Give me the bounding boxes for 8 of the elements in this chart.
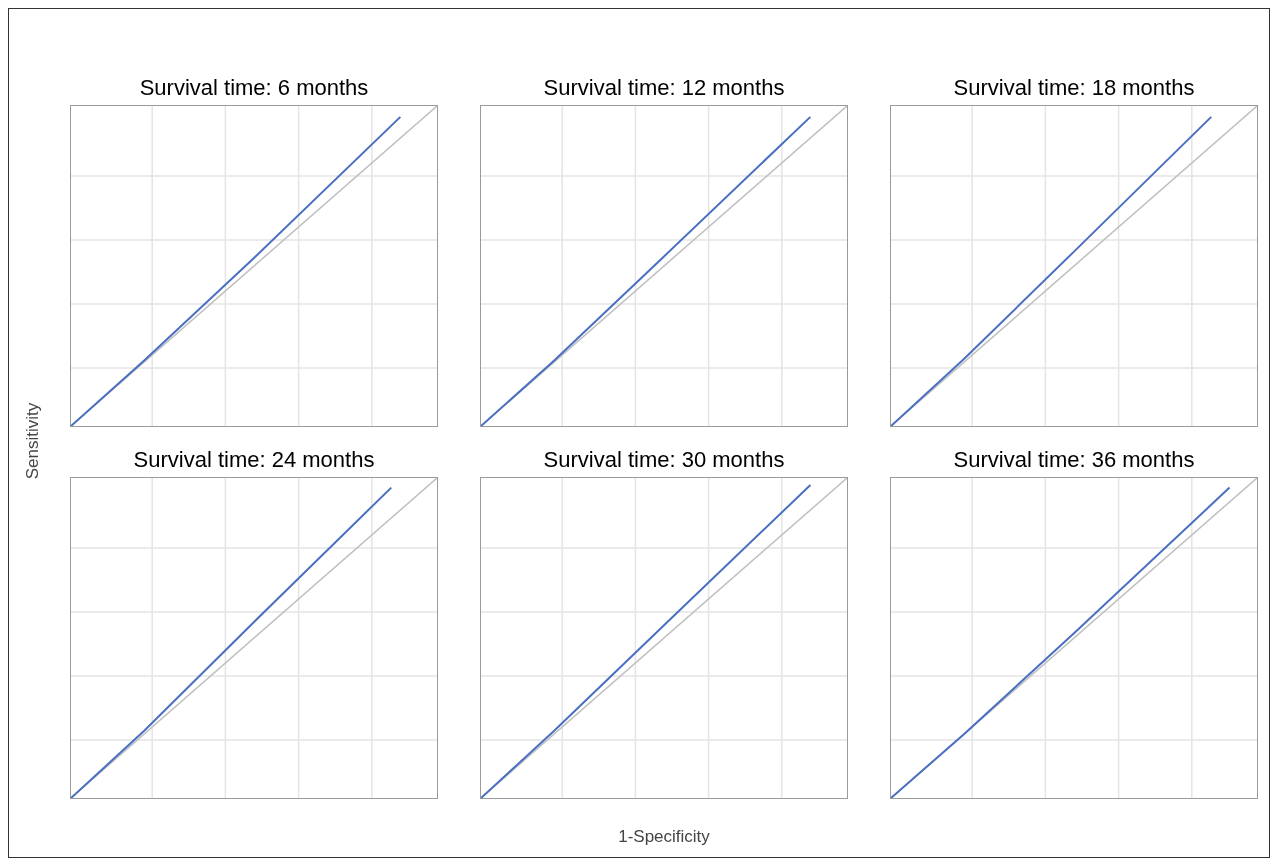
x-axis-title: 1-Specificity [618,827,710,847]
chart-title: Survival time: 6 months [139,74,369,102]
chart-title: Survival time: 12 months [543,74,785,102]
chart-title: Survival time: 30 months [543,446,785,474]
chart-title: Survival time: 36 months [953,446,1195,474]
y-axis-title: Sensitivity [23,402,43,480]
chart-title: Survival time: 18 months [953,74,1195,102]
chart-title: Survival time: 24 months [133,446,375,474]
